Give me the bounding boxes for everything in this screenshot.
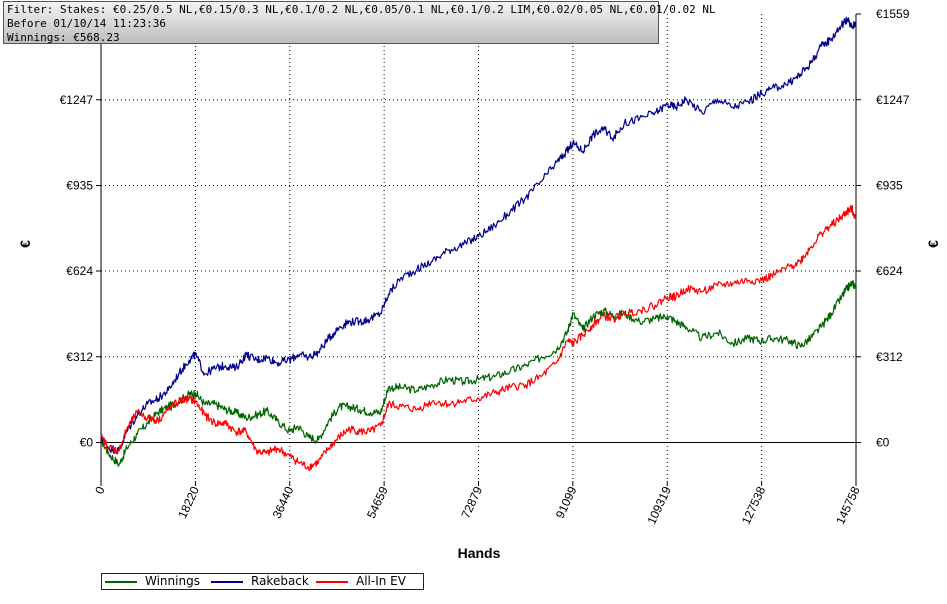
series-line-winnings (100, 280, 857, 467)
x-tick-label: 127538 (739, 484, 769, 527)
y-axis-label-right: € (925, 240, 941, 248)
legend-swatch-rakeback (211, 581, 243, 583)
series-lines (100, 16, 857, 472)
winnings-total-text: Winnings: €568.23 (7, 31, 120, 44)
y-tick-label-right: €1247 (876, 93, 910, 107)
y-tick-label-right: €0 (876, 436, 890, 450)
y-tick-label-left: €624 (66, 264, 93, 278)
legend-swatch-winnings (105, 581, 137, 583)
x-tick-label: 36440 (270, 484, 297, 520)
legend-label-winnings: Winnings (145, 574, 200, 588)
x-tick-label: 0 (92, 484, 108, 496)
y-axis-label-left: € (17, 240, 33, 248)
x-tick-label: 109319 (644, 484, 674, 527)
x-tick-label: 91099 (553, 484, 580, 520)
y-tick-label-right: €624 (876, 264, 903, 278)
x-axis-label: Hands (458, 545, 501, 561)
x-tick-label: 18220 (175, 484, 202, 520)
y-tick-label-left: €0 (80, 436, 94, 450)
grid-lines (101, 14, 856, 481)
filter-date-text: Before 01/10/14 11:23:36 (7, 17, 166, 30)
series-line-rakeback (100, 16, 857, 455)
x-tick-label: 145758 (833, 484, 863, 527)
x-tick-label: 54659 (364, 484, 391, 520)
axes (96, 13, 861, 486)
legend-label-allin-ev: All-In EV (356, 574, 406, 588)
y-tick-label-right: €1559 (876, 7, 910, 21)
filter-stakes-text: Filter: Stakes: €0.25/0.5 NL,€0.15/0.3 N… (7, 3, 716, 16)
filter-info-box: Filter: Stakes: €0.25/0.5 NL,€0.15/0.3 N… (3, 1, 716, 44)
legend-label-rakeback: Rakeback (251, 574, 309, 588)
legend: Winnings Rakeback All-In EV (101, 573, 424, 590)
legend-swatch-allin-ev (316, 581, 348, 583)
y-tick-label-right: €312 (876, 350, 903, 364)
series-line-all-in-ev (100, 205, 857, 472)
y-tick-label-left: €312 (66, 350, 93, 364)
y-tick-label-left: €1247 (60, 93, 94, 107)
x-tick-label: 72879 (458, 484, 485, 520)
y-tick-label-right: €935 (876, 179, 903, 193)
y-tick-label-left: €935 (66, 179, 93, 193)
